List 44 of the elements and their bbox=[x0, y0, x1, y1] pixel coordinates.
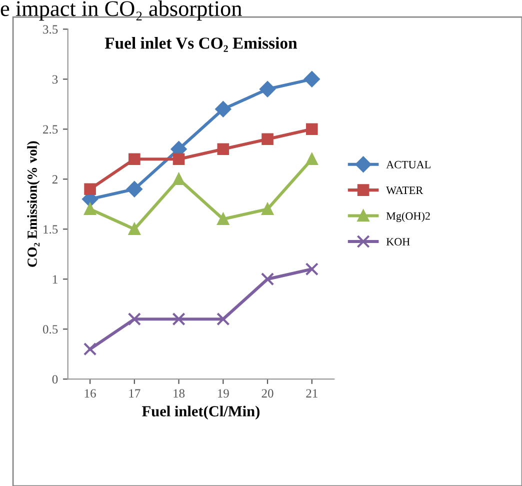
point bbox=[128, 223, 140, 236]
point bbox=[217, 213, 230, 226]
point bbox=[305, 262, 318, 276]
y-tick-label: 3 bbox=[52, 75, 58, 84]
y-axis-title: CO₂ Emission(% vol) bbox=[27, 141, 40, 267]
point bbox=[306, 153, 318, 166]
point bbox=[260, 272, 274, 286]
x-tick-label: 19 bbox=[218, 389, 229, 398]
point bbox=[172, 153, 185, 166]
point bbox=[262, 133, 274, 146]
point bbox=[216, 312, 230, 326]
point bbox=[128, 312, 142, 326]
x-tick-label: 20 bbox=[262, 389, 274, 398]
y-tick-label: 3.5 bbox=[43, 25, 58, 34]
point bbox=[83, 342, 97, 356]
point bbox=[304, 71, 320, 88]
y-tick-label: 1 bbox=[52, 275, 58, 284]
y-tick-label: 2 bbox=[52, 175, 58, 184]
point bbox=[260, 81, 276, 98]
point bbox=[84, 203, 96, 216]
x-tick-label: 18 bbox=[174, 389, 185, 398]
point bbox=[262, 203, 274, 216]
y-tick-label: 2.5 bbox=[43, 125, 58, 134]
text: e impact in CO₂ absorption bbox=[0, 0, 242, 21]
legend-label: Mg(OH)2 bbox=[386, 212, 430, 222]
point bbox=[126, 181, 142, 198]
x-tick-label: 17 bbox=[129, 389, 140, 398]
legend-label: WATER bbox=[386, 186, 424, 194]
y-tick-label: 0 bbox=[52, 375, 58, 384]
point bbox=[215, 101, 232, 118]
legend-label: KOH bbox=[386, 238, 410, 246]
x-axis-title: Fuel inlet(Cl/Min) bbox=[142, 406, 260, 420]
y-tick-label: 1.5 bbox=[44, 225, 58, 234]
point bbox=[128, 153, 140, 166]
y-tick-label: 0.5 bbox=[42, 325, 58, 334]
x-tick-label: 21 bbox=[306, 389, 318, 398]
point bbox=[172, 173, 185, 186]
chart-title: Fuel inlet Vs CO₂ Emission bbox=[104, 37, 298, 52]
point bbox=[172, 312, 186, 326]
x-tick-label: 16 bbox=[84, 389, 96, 398]
point bbox=[217, 143, 230, 156]
legend-label: ACTUAL bbox=[386, 160, 430, 168]
point bbox=[84, 183, 96, 196]
point bbox=[306, 123, 318, 136]
